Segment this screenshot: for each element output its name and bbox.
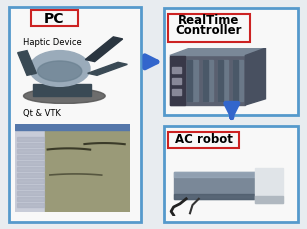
Text: PC: PC [44,12,64,27]
FancyBboxPatch shape [164,126,298,222]
Text: AC robot: AC robot [175,133,232,146]
FancyBboxPatch shape [168,132,239,148]
FancyBboxPatch shape [164,8,298,114]
FancyBboxPatch shape [168,14,250,42]
Text: Qt & VTK: Qt & VTK [23,109,61,118]
Text: Haptic Device: Haptic Device [23,38,82,47]
FancyBboxPatch shape [31,10,78,26]
Text: RealTime: RealTime [178,14,239,27]
FancyBboxPatch shape [9,7,141,222]
Text: Controller: Controller [176,25,242,37]
